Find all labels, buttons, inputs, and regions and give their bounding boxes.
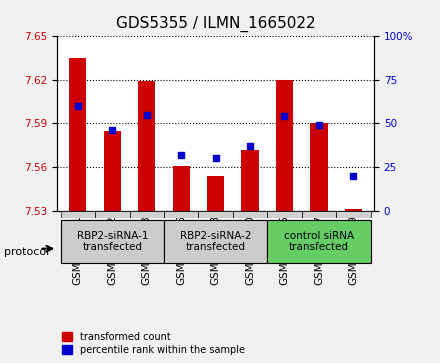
Point [109, 127, 116, 133]
Point [178, 152, 185, 158]
FancyBboxPatch shape [164, 220, 267, 263]
FancyBboxPatch shape [129, 211, 164, 218]
Bar [345, 209, 362, 211]
FancyBboxPatch shape [198, 211, 233, 218]
Bar [172, 166, 190, 211]
Bar [138, 81, 155, 211]
Text: RBP2-siRNA-2
transfected: RBP2-siRNA-2 transfected [180, 231, 251, 252]
Title: GDS5355 / ILMN_1665022: GDS5355 / ILMN_1665022 [116, 16, 315, 32]
Point [246, 143, 253, 149]
Bar [276, 80, 293, 211]
FancyBboxPatch shape [61, 220, 164, 263]
Text: RBP2-siRNA-1
transfected: RBP2-siRNA-1 transfected [77, 231, 148, 252]
FancyBboxPatch shape [267, 220, 370, 263]
FancyBboxPatch shape [95, 211, 129, 218]
Point [143, 112, 150, 118]
Bar [69, 58, 87, 211]
FancyBboxPatch shape [302, 211, 336, 218]
FancyBboxPatch shape [233, 211, 267, 218]
Bar [104, 131, 121, 211]
FancyBboxPatch shape [61, 211, 95, 218]
Text: control siRNA
transfected: control siRNA transfected [284, 231, 354, 252]
FancyBboxPatch shape [267, 211, 302, 218]
Bar [242, 150, 259, 211]
FancyBboxPatch shape [164, 211, 198, 218]
Point [350, 173, 357, 179]
Point [74, 103, 81, 109]
Point [315, 122, 323, 128]
Point [281, 114, 288, 119]
Point [212, 155, 219, 161]
Legend: transformed count, percentile rank within the sample: transformed count, percentile rank withi… [62, 331, 245, 355]
Text: protocol: protocol [4, 247, 50, 257]
Bar [207, 176, 224, 211]
Bar [310, 123, 327, 211]
FancyBboxPatch shape [336, 211, 370, 218]
